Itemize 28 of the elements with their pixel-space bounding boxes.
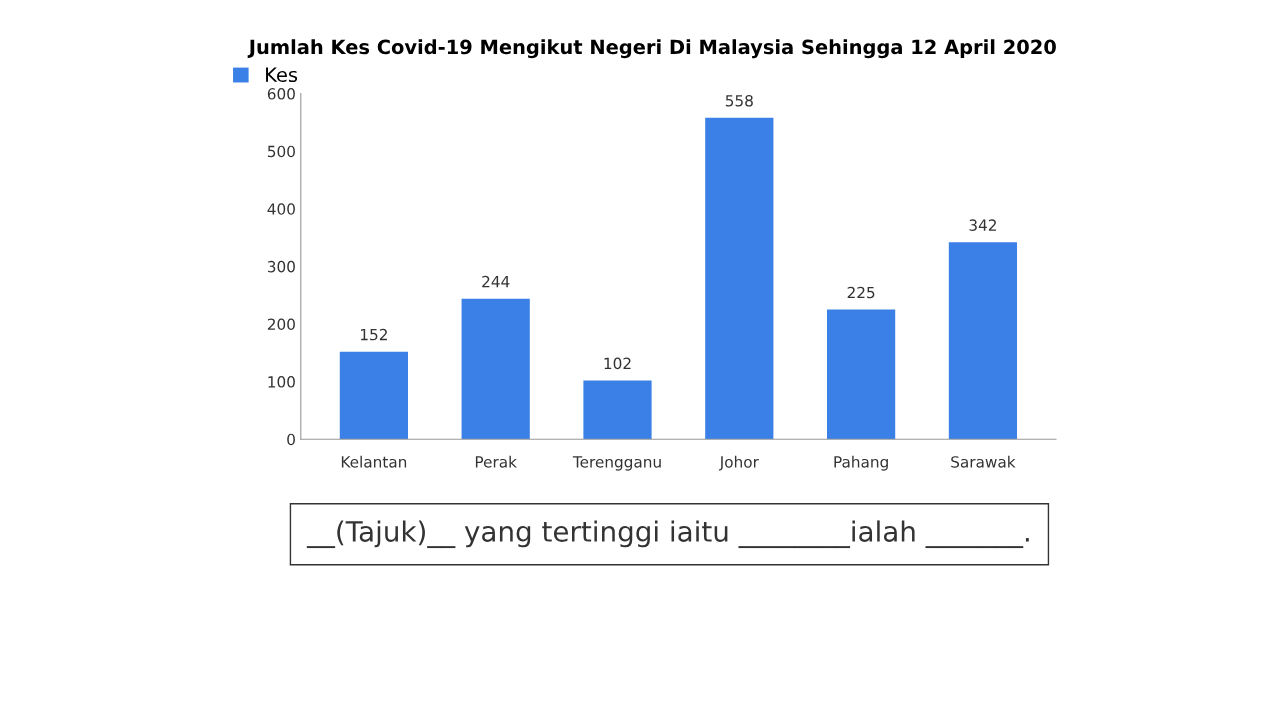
y-tick-label: 400 [267,203,295,215]
x-tick-label: Pahang [834,455,888,471]
x-tick-label: Terengganu [572,456,661,471]
data-label: 244 [482,275,510,288]
bar [339,351,408,440]
text: __(Tajuk)__ yang tertinggi iaitu ________ialah _______. [306,520,1029,549]
y-tick-label: 0 [287,433,295,446]
y-tick-label: 600 [267,88,295,100]
legend-label: Kes [266,67,298,83]
data-label: 102 [604,357,631,370]
x-tick-label: Johor [718,455,759,471]
y-tick-label: 300 [267,260,295,273]
y-tick-label: 100 [268,376,295,388]
data-label: 152 [360,328,387,341]
y-tick-label: 200 [267,318,295,331]
bar [583,380,652,440]
x-tick-label: Kelantan [341,455,407,468]
bar [461,298,530,440]
data-label: 342 [969,219,996,231]
data-label: 225 [847,286,875,299]
data-label: 558 [725,94,753,107]
x-tick-label: Perak [475,455,517,468]
bar [948,242,1018,440]
bar [705,117,774,440]
bar [827,309,896,440]
x-tick-label: Sarawak [951,455,1016,468]
y-tick-label: 500 [267,145,295,158]
chart-title: Jumlah Kes Covid-19 Mengikut Negeri Di Malaysia Sehingga 12 April 2020 [247,39,1056,59]
